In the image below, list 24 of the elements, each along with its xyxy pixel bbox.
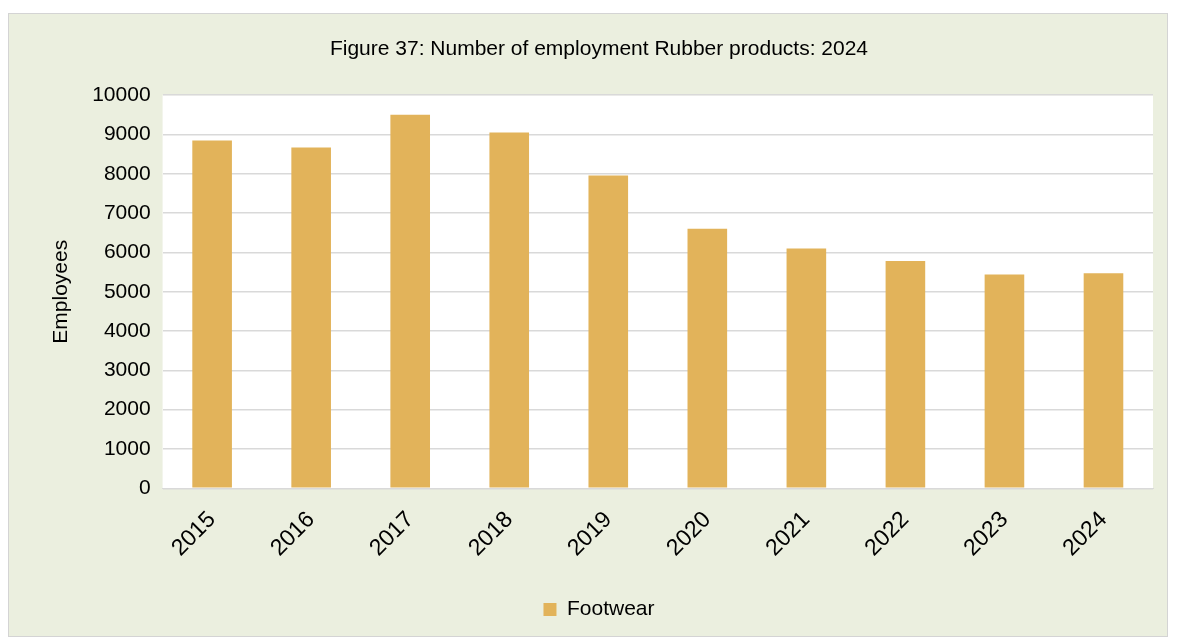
- y-tick-label: 7000: [103, 199, 151, 223]
- bar: [588, 175, 629, 488]
- y-tick-label: 4000: [103, 317, 151, 341]
- bar: [885, 261, 926, 488]
- y-tick-label: 3000: [103, 357, 151, 381]
- bar: [192, 140, 232, 488]
- bar: [291, 147, 331, 488]
- bar: [687, 228, 728, 488]
- y-axis-title: Employees: [48, 239, 72, 344]
- bar: [786, 248, 827, 488]
- y-tick-label: 5000: [103, 278, 151, 302]
- y-tick-label: 9000: [103, 121, 151, 145]
- y-tick-label: 10000: [92, 82, 151, 105]
- y-tick-label: 6000: [103, 239, 151, 263]
- bar: [489, 132, 530, 488]
- y-tick-label: 8000: [103, 160, 151, 184]
- y-tick-label: 0: [138, 475, 151, 499]
- legend-label: Footwear: [566, 596, 655, 620]
- bar: [1083, 273, 1124, 488]
- bar: [390, 114, 431, 488]
- bar: [984, 274, 1025, 488]
- chart-title: Figure 37: Number of employment Rubber products: 2024: [329, 36, 869, 60]
- y-tick-label: 2000: [103, 396, 151, 420]
- y-tick-label: 1000: [103, 435, 151, 459]
